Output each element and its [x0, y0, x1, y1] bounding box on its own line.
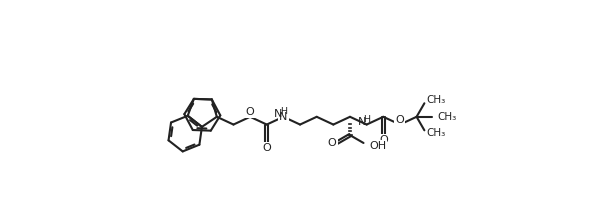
Text: O: O — [396, 115, 404, 125]
Text: N: N — [279, 112, 288, 122]
Text: CH₃: CH₃ — [437, 112, 457, 122]
Text: N: N — [274, 109, 283, 119]
Text: H: H — [363, 115, 370, 124]
Text: O: O — [328, 138, 336, 148]
Text: O: O — [379, 135, 388, 145]
Text: CH₃: CH₃ — [427, 128, 446, 138]
Text: O: O — [246, 107, 255, 117]
Text: OH: OH — [370, 141, 387, 151]
Text: H: H — [280, 107, 287, 116]
Text: CH₃: CH₃ — [427, 95, 446, 105]
Text: O: O — [263, 143, 271, 153]
Text: N: N — [358, 117, 366, 127]
